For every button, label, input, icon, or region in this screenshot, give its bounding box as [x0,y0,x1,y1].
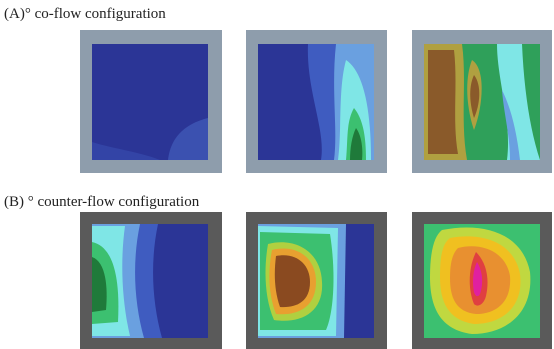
panels [0,0,554,349]
figure: (A)° co-flow configuration (B) ° counter… [0,0,554,349]
panel [80,30,222,173]
panel [246,30,387,173]
panel [246,212,387,349]
panel [412,30,552,173]
contour [428,50,458,154]
panel [80,212,222,349]
panel [412,212,552,349]
